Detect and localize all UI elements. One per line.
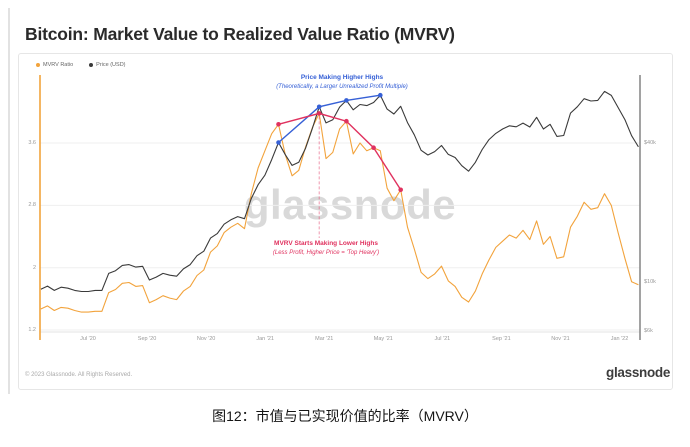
glassnode-logo: glassnode: [606, 365, 671, 380]
glassnode-watermark: glassnode: [243, 181, 457, 228]
legend-item-price[interactable]: Price (USD): [89, 62, 126, 68]
chart-legend: MVRV Ratio Price (USD): [36, 62, 126, 68]
legend-label-mvrv: MVRV Ratio: [43, 62, 74, 68]
legend-item-mvrv[interactable]: MVRV Ratio: [36, 62, 73, 68]
annotation-red-title: MVRV Starts Making Lower Highs: [274, 240, 378, 247]
left-border-rule: [8, 8, 10, 394]
annotation-price-higher-highs: Price Making Higher Highs (Theoretically…: [225, 74, 459, 91]
annotation-blue-subtitle: (Theoretically, a Larger Unrealized Prof…: [276, 83, 408, 90]
annotation-red-subtitle: (Less Profit, Higher Price = 'Top Heavy'…: [272, 249, 380, 256]
figure-caption: 图12：市值与已实现价值的比率（MVRV）: [212, 408, 478, 424]
annotation-mvrv-lower-highs: MVRV Starts Making Lower Highs (Less Pro…: [225, 240, 427, 257]
legend-swatch-mvrv-icon: [36, 63, 40, 67]
annotation-blue-title: Price Making Higher Highs: [300, 74, 384, 81]
copyright-text: © 2023 Glassnode. All Rights Reserved.: [25, 372, 133, 378]
chart-title: Bitcoin: Market Value to Realized Value …: [25, 24, 455, 44]
legend-label-price: Price (USD): [96, 62, 126, 68]
legend-swatch-price-icon: [89, 63, 94, 67]
